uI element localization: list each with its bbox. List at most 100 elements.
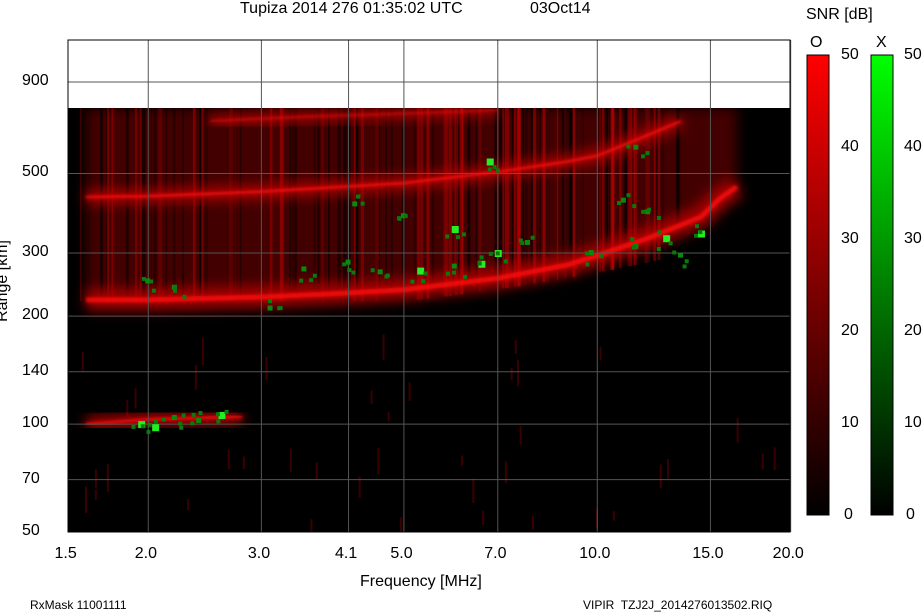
interference-streak	[562, 108, 567, 279]
colorbar-x-tick: 20	[904, 322, 922, 339]
interference-streak	[516, 108, 520, 287]
interference-streak	[158, 108, 163, 302]
interference-streak	[660, 108, 665, 260]
interference-streak	[676, 108, 680, 256]
y-axis-label: Range [km]	[0, 240, 11, 322]
x-mode-echo	[403, 213, 408, 218]
x-mode-echo	[647, 207, 652, 212]
x-axis-label: Frequency [MHz]	[360, 573, 482, 590]
x-mode-echo	[301, 266, 307, 272]
interference-streak	[201, 108, 204, 302]
colorbar-o-tick: 40	[841, 138, 859, 155]
noise-streak	[85, 486, 88, 513]
interference-streak	[125, 108, 129, 302]
interference-streak	[141, 108, 146, 302]
x-mode-echo	[656, 246, 661, 251]
x-mode-echo	[140, 424, 145, 429]
x-mode-echo	[694, 233, 699, 238]
colorbar-x-tick: 50	[904, 46, 922, 63]
interference-streak	[192, 108, 196, 302]
interference-streak	[139, 108, 142, 302]
x-mode-echo	[370, 268, 375, 273]
chart-date: 03Oct14	[530, 0, 591, 17]
interference-streak	[80, 108, 82, 302]
interference-streak	[401, 108, 406, 302]
o-trace	[210, 108, 498, 123]
x-mode-echo	[678, 252, 684, 258]
x-mode-echo	[530, 235, 535, 240]
x-mode-echo	[161, 417, 166, 422]
x-mode-echo	[588, 250, 594, 256]
x-mode-echo	[215, 412, 220, 417]
y-tick-label: 100	[22, 414, 49, 432]
interference-streak	[494, 108, 498, 290]
noise-streak	[106, 464, 109, 492]
x-mode-echo	[397, 216, 402, 221]
x-mode-echo	[385, 273, 390, 278]
interference-streak	[633, 108, 637, 266]
x-mode-echo	[518, 238, 523, 243]
x-mode-echo	[520, 241, 525, 246]
y-tick-label: 900	[22, 71, 49, 89]
interference-streak	[416, 108, 419, 300]
noise-streak	[315, 462, 318, 479]
interference-streak	[318, 108, 320, 302]
noise-streak	[514, 340, 517, 354]
interference-streak	[134, 108, 138, 302]
noise-streak	[504, 461, 507, 484]
x-mode-echo	[278, 306, 283, 311]
x-mode-echo	[299, 278, 304, 283]
colorbar-x	[870, 54, 894, 516]
interference-streak	[623, 108, 628, 268]
interference-streak	[198, 108, 202, 302]
interference-streak	[500, 108, 504, 289]
interference-streak	[511, 108, 514, 287]
interference-streak	[342, 108, 347, 302]
interference-streak	[609, 108, 614, 270]
interference-streak	[152, 108, 156, 302]
interference-streak	[609, 108, 612, 271]
interference-streak	[652, 108, 655, 262]
x-mode-echo	[495, 251, 500, 256]
rxmask-label: RxMask 11001111	[30, 598, 127, 612]
x-mode-echo	[146, 429, 151, 434]
x-mode-echo	[695, 224, 700, 229]
interference-streak	[448, 108, 453, 296]
interference-streak	[467, 108, 470, 294]
interference-streak	[229, 108, 233, 302]
x-mode-echo	[179, 425, 184, 430]
x-mode-echo	[599, 254, 604, 259]
interference-streak	[655, 108, 659, 261]
interference-streak	[454, 108, 459, 296]
interference-streak	[201, 108, 204, 302]
interference-streak	[653, 108, 656, 262]
x-mode-echo	[657, 230, 662, 235]
x-tick-label: 4.1	[335, 545, 358, 562]
x-mode-echo	[451, 263, 457, 269]
interference-streak	[657, 108, 661, 261]
interference-streak	[420, 108, 424, 300]
interference-streak	[514, 108, 516, 287]
interference-streak	[494, 108, 498, 290]
o-trace	[86, 184, 739, 303]
x-mode-echo	[377, 269, 383, 275]
x-mode-echo	[626, 144, 631, 149]
noise-streak	[382, 334, 385, 360]
interference-streak	[606, 108, 609, 271]
x-mode-echo	[347, 268, 352, 273]
interference-streak	[542, 108, 546, 283]
x-mode-echo	[461, 232, 466, 237]
interference-streak	[239, 108, 242, 302]
interference-streak	[105, 108, 108, 302]
colorbar-o-tick: 50	[841, 46, 859, 63]
colorbar-x-tick: 30	[904, 230, 922, 247]
colorbar-x-tick: 10	[904, 414, 922, 431]
colorbar-o-tick: 30	[841, 230, 859, 247]
noise-streak	[370, 390, 373, 405]
interference-streak	[164, 108, 168, 302]
colorbar-x-tick: 0	[906, 506, 915, 523]
interference-streak	[413, 108, 418, 301]
x-mode-echo	[486, 158, 494, 166]
x-tick-label: 7.0	[484, 545, 507, 562]
x-mode-echo	[171, 414, 177, 420]
